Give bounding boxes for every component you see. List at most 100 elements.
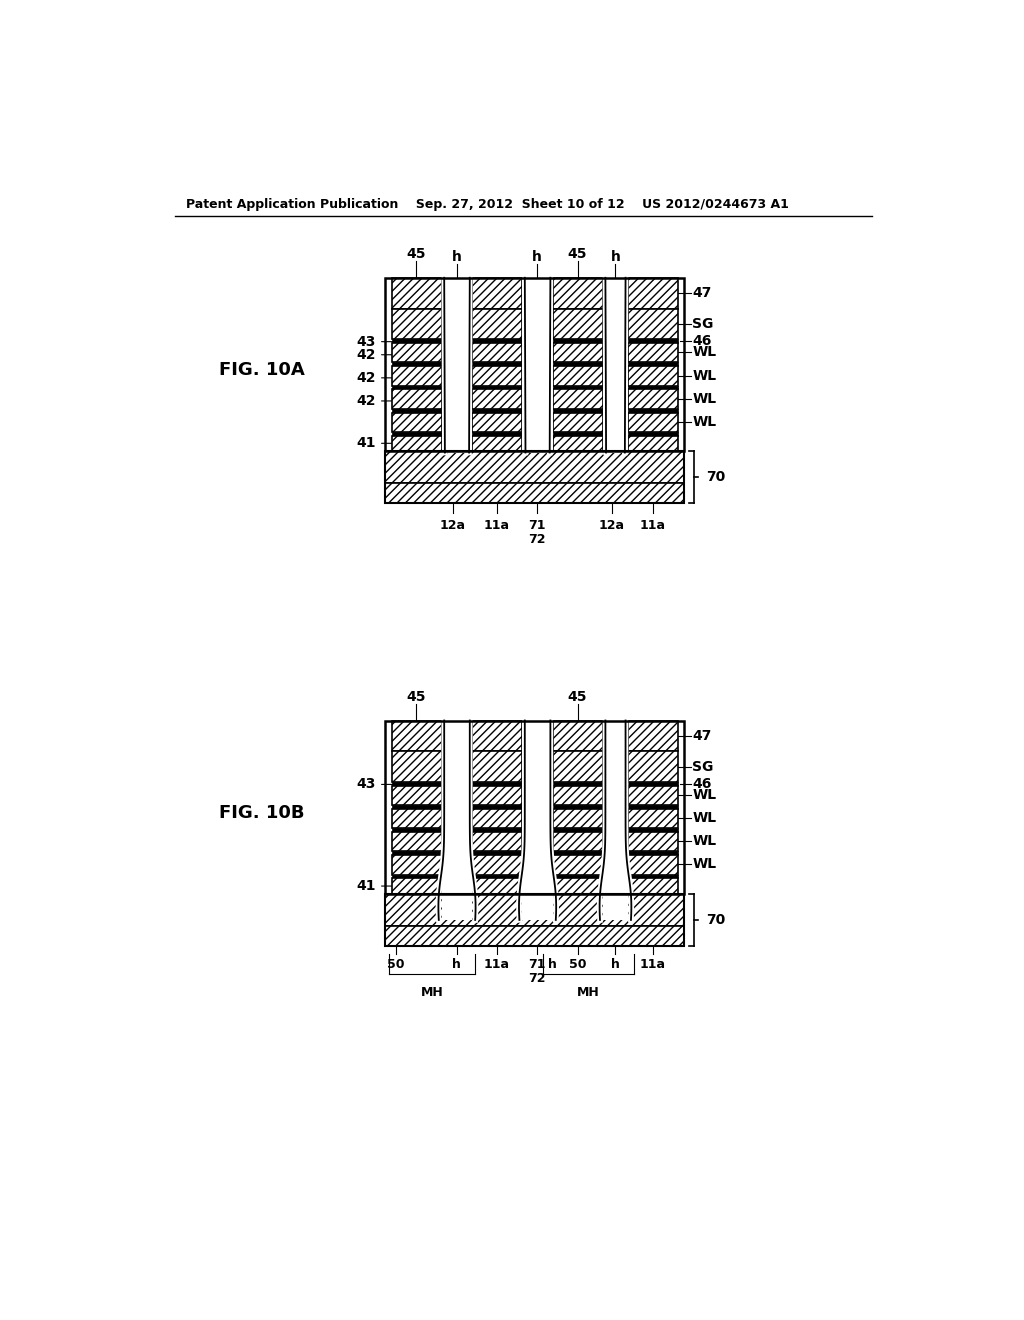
Bar (628, 878, 678, 894)
Text: 72: 72 (528, 533, 546, 545)
Bar (391, 436, 442, 451)
Bar (628, 339, 678, 343)
Bar (603, 277, 628, 453)
Bar (628, 832, 678, 851)
Bar (391, 829, 442, 832)
Bar (391, 855, 442, 875)
Text: 11a: 11a (484, 519, 510, 532)
Bar (628, 751, 678, 781)
Text: WL: WL (692, 392, 717, 405)
Bar (391, 385, 442, 389)
Bar (553, 805, 603, 809)
Text: 11a: 11a (640, 958, 666, 972)
Text: 42: 42 (356, 393, 392, 408)
Bar (472, 385, 522, 389)
Bar (385, 451, 684, 503)
Bar (472, 878, 522, 894)
Text: WL: WL (692, 834, 717, 849)
Bar (472, 829, 522, 832)
Bar (553, 878, 603, 894)
Bar (472, 751, 522, 781)
Text: h: h (453, 958, 461, 972)
Bar (472, 809, 522, 829)
Bar (472, 339, 522, 343)
Text: 47: 47 (692, 729, 712, 743)
Bar (391, 409, 442, 412)
Text: 42: 42 (356, 371, 392, 385)
Text: WL: WL (692, 414, 717, 429)
Bar (472, 412, 522, 432)
Text: 46: 46 (692, 776, 712, 791)
Bar (391, 277, 442, 309)
Text: 50: 50 (568, 958, 587, 972)
Text: SG: SG (692, 760, 714, 774)
Text: 43: 43 (356, 777, 395, 792)
Text: WL: WL (692, 858, 717, 871)
Text: 11a: 11a (640, 519, 666, 532)
Bar (553, 851, 603, 855)
Text: 12a: 12a (599, 519, 625, 532)
Bar (628, 829, 678, 832)
Text: 45: 45 (407, 247, 426, 261)
Bar (391, 785, 442, 805)
Bar (472, 781, 522, 785)
Bar (391, 363, 442, 367)
Bar (628, 805, 678, 809)
Text: MH: MH (421, 986, 443, 999)
Bar (391, 805, 442, 809)
Text: 50: 50 (387, 958, 404, 972)
Bar (472, 409, 522, 412)
Text: WL: WL (692, 812, 717, 825)
Text: FIG. 10B: FIG. 10B (219, 804, 305, 822)
Bar (472, 367, 522, 385)
Text: MH: MH (578, 986, 600, 999)
Bar (628, 412, 678, 432)
Bar (391, 367, 442, 385)
Bar (553, 277, 603, 309)
Text: 45: 45 (567, 689, 587, 704)
Bar (603, 721, 628, 920)
Bar (391, 339, 442, 343)
Text: 71: 71 (528, 519, 546, 532)
Bar (391, 389, 442, 409)
Bar (628, 385, 678, 389)
Bar (628, 367, 678, 385)
Bar (553, 832, 603, 851)
Bar (391, 721, 442, 751)
Bar (553, 829, 603, 832)
Bar (391, 781, 442, 785)
Text: 41: 41 (356, 879, 392, 894)
Text: 46: 46 (692, 334, 712, 348)
Bar (628, 389, 678, 409)
Bar (628, 809, 678, 829)
Text: h: h (611, 958, 620, 972)
Bar (472, 721, 522, 751)
Bar (628, 409, 678, 412)
Bar (472, 309, 522, 339)
Bar (442, 721, 472, 920)
Bar (472, 389, 522, 409)
Text: WL: WL (692, 788, 717, 803)
Bar (628, 277, 678, 309)
Text: FIG. 10A: FIG. 10A (219, 362, 305, 379)
Bar (553, 389, 603, 409)
Bar (553, 781, 603, 785)
Bar (628, 363, 678, 367)
Bar (553, 409, 603, 412)
Bar (522, 721, 553, 920)
Bar (391, 832, 442, 851)
Bar (472, 436, 522, 451)
Bar (553, 339, 603, 343)
Bar (628, 874, 678, 878)
Bar (472, 363, 522, 367)
Bar (472, 785, 522, 805)
Bar (442, 277, 472, 453)
Bar (391, 851, 442, 855)
Bar (628, 785, 678, 805)
Bar (553, 855, 603, 875)
Bar (391, 412, 442, 432)
Bar (553, 436, 603, 451)
Bar (628, 781, 678, 785)
Bar (553, 343, 603, 363)
Bar (628, 851, 678, 855)
